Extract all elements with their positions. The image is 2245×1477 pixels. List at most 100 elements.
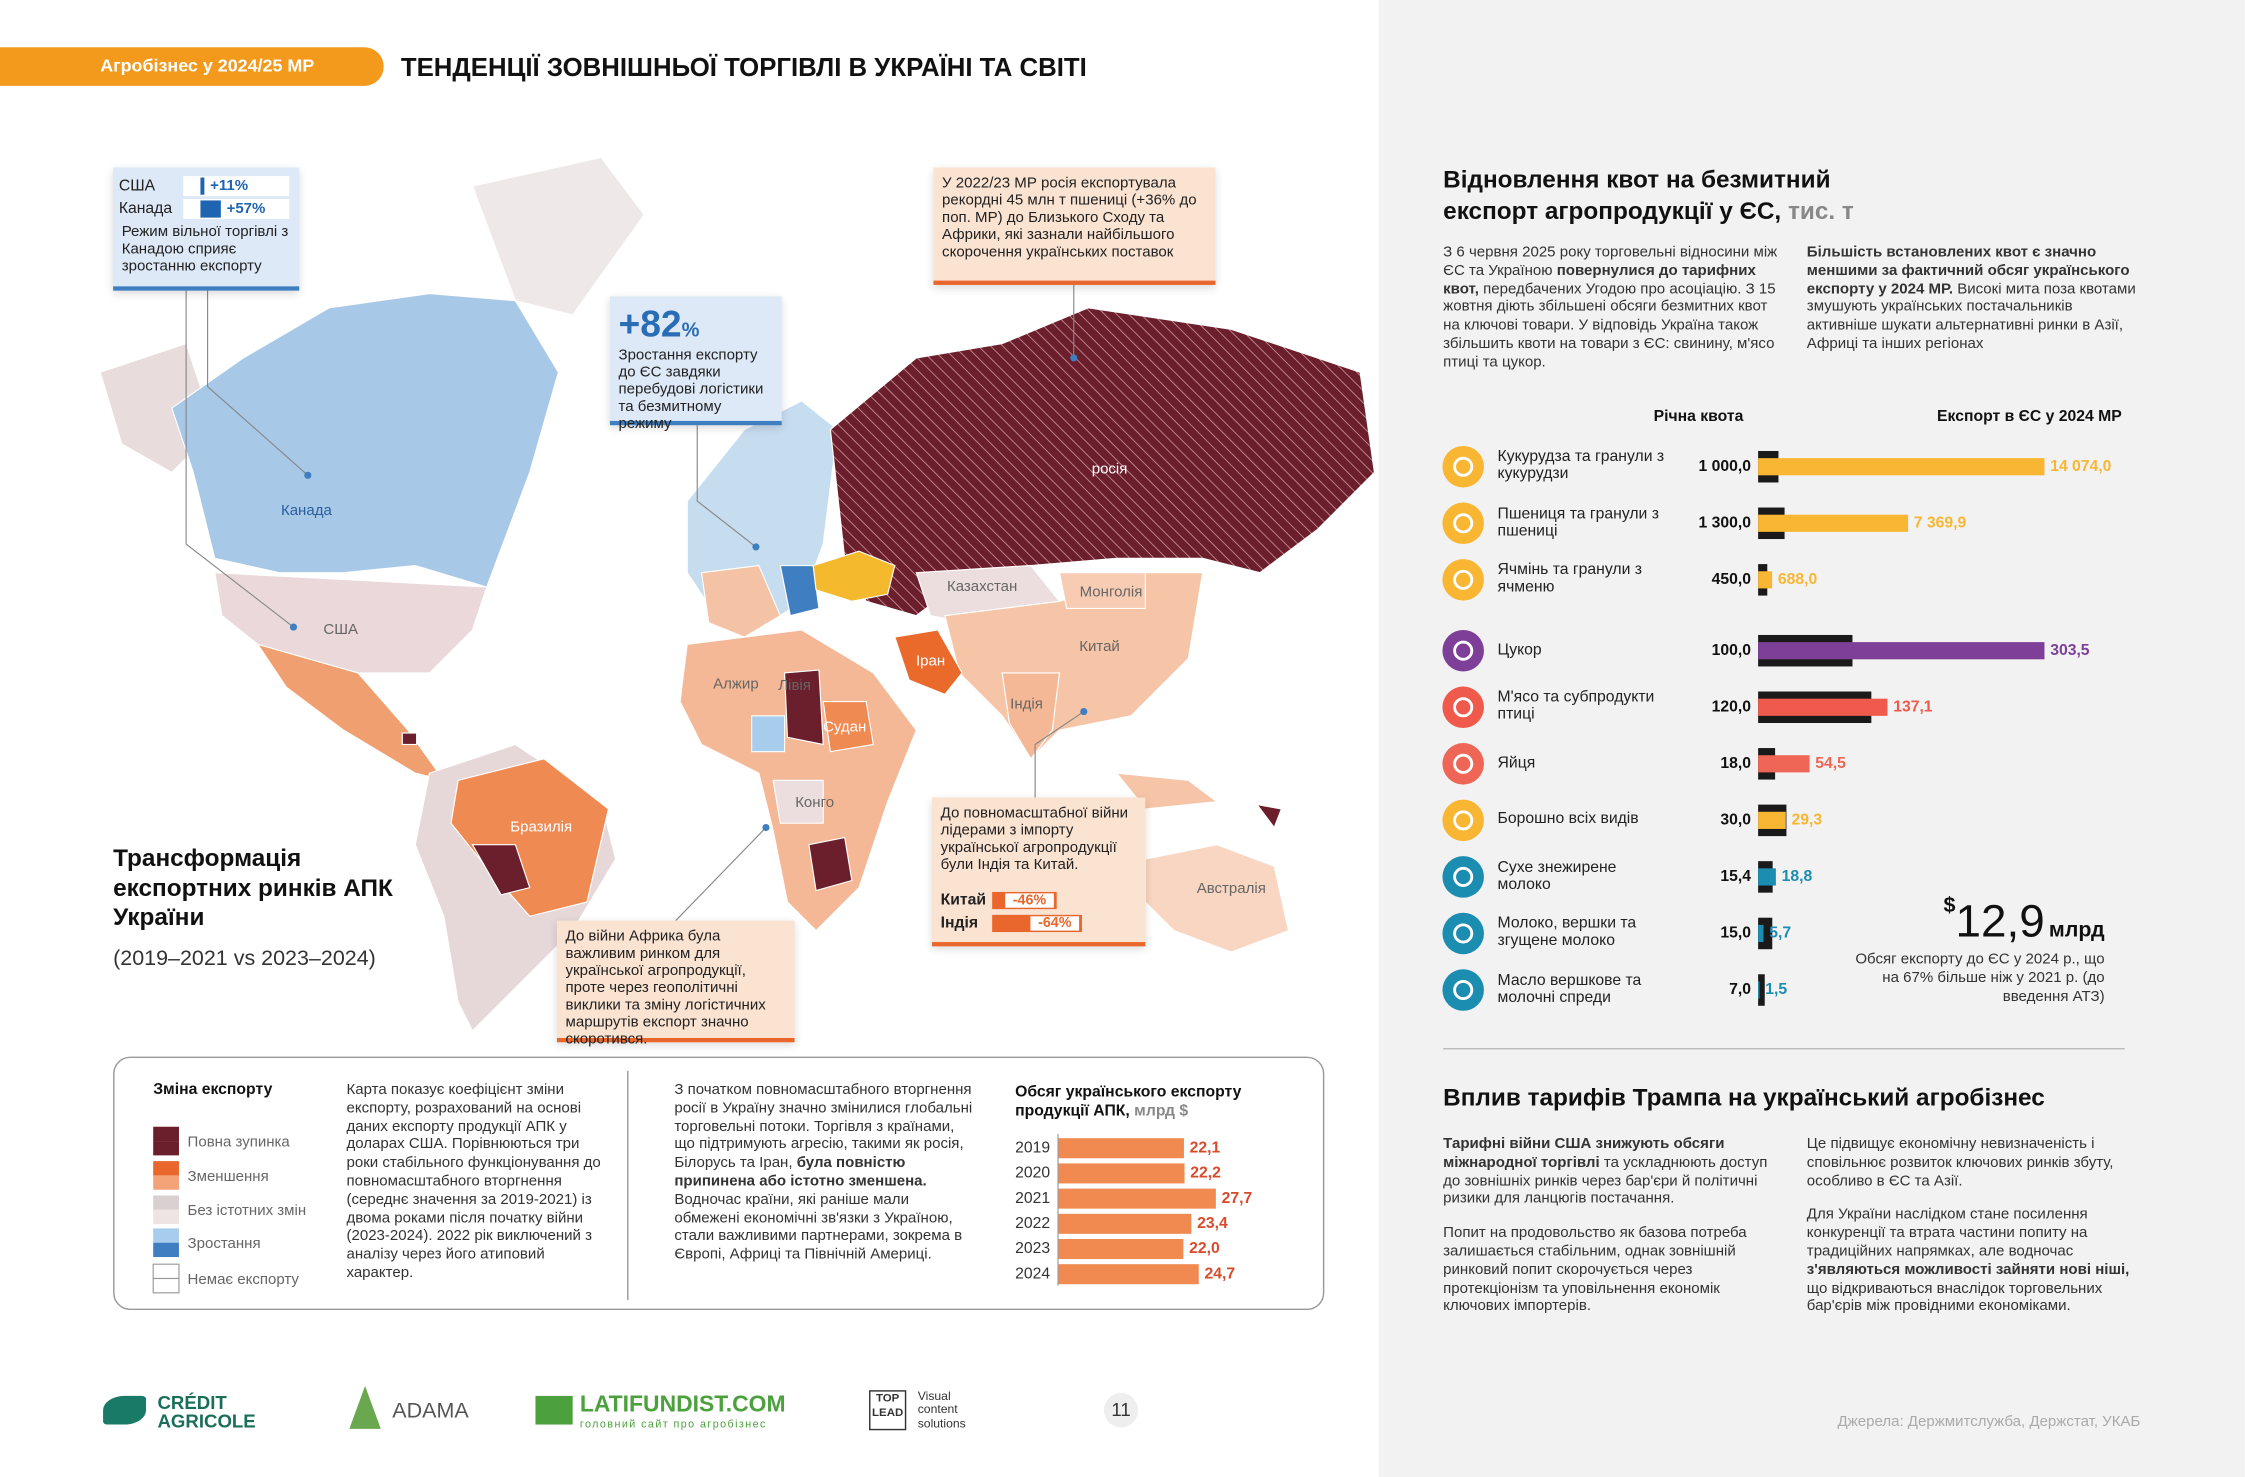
text: Попит на продовольство як базова потреба… bbox=[1443, 1224, 1747, 1315]
item-name: М'ясо та субпродукти птиці bbox=[1497, 689, 1655, 724]
text: Високі мита поза квотами змушують україн… bbox=[1806, 280, 2136, 353]
callout-africa: До війни Африка була важливим ринком для… bbox=[556, 920, 795, 1049]
sources: Джерела: Держмитслужба, Держстат, УКАБ bbox=[1837, 1413, 2141, 1431]
country-label: Алжир bbox=[713, 675, 759, 692]
callout-text: До повномасштабної війни лідерами з імпо… bbox=[940, 804, 1129, 874]
logo-text: Visual bbox=[917, 1388, 951, 1404]
divider bbox=[627, 1070, 629, 1300]
callout-na: Режим вільної торгівлі з Канадою сприяє … bbox=[113, 167, 300, 291]
page-number: 11 bbox=[1103, 1393, 1139, 1428]
note-shift: З початком повномасштабного вторгнення р… bbox=[674, 1081, 978, 1264]
col-export: Експорт в ЄС у 2024 МР bbox=[1937, 408, 2122, 426]
item-name: Яйця bbox=[1497, 754, 1536, 772]
bold-text: була повністю припинена або істотно змен… bbox=[674, 1154, 927, 1190]
countries bbox=[99, 156, 1376, 1032]
text: передбачених Угодою про асоціацію. З 15 … bbox=[1443, 280, 1776, 371]
total-currency: $ bbox=[1943, 893, 1956, 918]
paragraph: Для України наслідком стане посилення ко… bbox=[1807, 1206, 2136, 1316]
logo-text: AGRICOLE bbox=[157, 1410, 256, 1432]
separator bbox=[1443, 1048, 2125, 1050]
legend-box bbox=[113, 1056, 1325, 1311]
paragraph: Це підвищує економічну невизначеність і … bbox=[1807, 1135, 2136, 1190]
quota-title-text: Відновлення квот на безмитний експорт аг… bbox=[1443, 166, 1831, 225]
logo-toplead-sub: Visual content solutions bbox=[917, 1388, 966, 1430]
map-subtitle: (2019–2021 vs 2023–2024) bbox=[113, 946, 376, 971]
country-label: Конго bbox=[795, 794, 834, 811]
item-name: Масло вершкове та молочні спреди bbox=[1497, 972, 1642, 1006]
leader-lines bbox=[185, 282, 1085, 921]
logo-text: solutions bbox=[917, 1415, 966, 1430]
quota-intro-right: Більшість встановлених квот є значно мен… bbox=[1807, 243, 2139, 353]
text: що відкриваються внаслідок торговельних … bbox=[1806, 1279, 2103, 1315]
country-label: Бразилія bbox=[510, 818, 572, 835]
callout-russia: У 2022/23 МР росія експортувала рекордні… bbox=[933, 167, 1216, 285]
bold-text: Тарифні війни США знижують обсяги міжнар… bbox=[1443, 1135, 1725, 1171]
country-label: Судан bbox=[823, 718, 866, 735]
right-panel bbox=[1378, 0, 2245, 1477]
callout-big: +82 bbox=[618, 302, 682, 346]
tariffs-right: Це підвищує економічну невизначеність і … bbox=[1807, 1135, 2136, 1331]
callout-text: Режим вільної торгівлі з Канадою сприяє … bbox=[121, 223, 289, 276]
page-title: ТЕНДЕНЦІЇ ЗОВНІШНЬОЇ ТОРГІВЛІ В УКРАЇНІ … bbox=[400, 52, 1087, 82]
paragraph: Попит на продовольство як базова потреба… bbox=[1443, 1224, 1769, 1316]
item-name: Пшениця та гранули з пшениці bbox=[1497, 505, 1659, 540]
logo-text: content bbox=[917, 1402, 958, 1417]
tariffs-title: Вплив тарифів Трампа на український агро… bbox=[1443, 1083, 2045, 1111]
callout-text: До війни Африка була важливим ринком для… bbox=[565, 927, 766, 1049]
logo-text: TOP bbox=[875, 1391, 900, 1405]
paragraph: Тарифні війни США знижують обсяги міжнар… bbox=[1443, 1135, 1769, 1208]
logo-toplead: TOP LEAD bbox=[869, 1390, 907, 1431]
callout-text: Зростання експорту до ЄС завдяки перебуд… bbox=[618, 346, 764, 433]
text: З початком повномасштабного вторгнення р… bbox=[674, 1080, 973, 1172]
logo-latifundist-sub: головний сайт про агробізнес bbox=[579, 1417, 767, 1431]
callout-asia: До повномасштабної війни лідерами з імпо… bbox=[932, 797, 1146, 947]
logo-ca-mark bbox=[103, 1395, 147, 1425]
country-label: Казахстан bbox=[947, 578, 1017, 595]
text: Це підвищує економічну невизначеність і … bbox=[1806, 1135, 2114, 1190]
logo-ca: CRÉDIT AGRICOLE bbox=[157, 1393, 255, 1430]
tag-bg bbox=[0, 47, 384, 86]
callout-pct: % bbox=[681, 317, 700, 341]
logo-adama-mark bbox=[349, 1385, 381, 1429]
quota-intro-left: З 6 червня 2025 року торговельні відноси… bbox=[1443, 243, 1781, 371]
logo-adama: ADAMA bbox=[392, 1398, 469, 1424]
item-name: Молоко, вершки та згущене молоко bbox=[1497, 915, 1637, 950]
note-method: Карта показує коефіцієнт зміни експорту,… bbox=[346, 1081, 604, 1283]
bold-text: повернулися до тарифних квот, bbox=[1443, 261, 1756, 298]
logo-latifundist: LATIFUNDIST.COM bbox=[579, 1393, 786, 1418]
bold-text: з'являються можливості зайняти нові ніші… bbox=[1806, 1261, 2130, 1279]
callout-eu: +82% Зростання експорту до ЄС завдяки пе… bbox=[609, 296, 782, 433]
world-map: Канада США Бразилія Алжир Лівія Судан Конго Іра… bbox=[99, 156, 1376, 1032]
country-label: Канада bbox=[281, 502, 333, 519]
tariffs-left: Тарифні війни США знижують обсяги міжнар… bbox=[1443, 1135, 1769, 1331]
callout-text: У 2022/23 МР росія експортувала рекордні… bbox=[942, 174, 1197, 261]
total: $12,9 млрд bbox=[1944, 893, 2105, 949]
item-name: Кукурудза та гранули з кукурудзи bbox=[1497, 448, 1665, 483]
item-name: Сухе знежирене молоко bbox=[1497, 858, 1617, 893]
bold-text: Більшість встановлених квот є значно мен… bbox=[1806, 243, 2130, 298]
volume-title-text: Обсяг українського експорту продукції АП… bbox=[1015, 1083, 1242, 1121]
country-label: Лівія bbox=[778, 677, 811, 694]
leader-dots bbox=[289, 354, 1088, 832]
text: Для України наслідком стане посилення ко… bbox=[1806, 1206, 2088, 1260]
logo-text: CRÉDIT bbox=[157, 1391, 227, 1414]
map-title: Трансформація експортних ринків АПК Укра… bbox=[113, 844, 393, 932]
country-label: Індія bbox=[1010, 695, 1043, 712]
item-name: Ячмінь та гранули з ячменю bbox=[1497, 561, 1642, 596]
logo-latifundist-mark bbox=[535, 1395, 573, 1425]
volume-title: Обсяг українського експорту продукції АП… bbox=[1015, 1084, 1287, 1122]
legend-title: Зміна експорту bbox=[153, 1080, 273, 1099]
item-name: Борошно всіх видів bbox=[1497, 810, 1639, 828]
total-unit: млрд bbox=[2048, 917, 2105, 943]
country-label: Іран bbox=[916, 652, 945, 669]
text: та ускладнюють доступ до зовнішніх ринкі… bbox=[1443, 1153, 1768, 1208]
country-label: Китай bbox=[1079, 638, 1120, 655]
country-label: Австралія bbox=[1197, 880, 1266, 897]
total-note: Обсяг експорту до ЄС у 2024 р., що на 67… bbox=[1855, 950, 2105, 1005]
quota-unit: тис. т bbox=[1787, 197, 1854, 225]
item-name: Цукор bbox=[1497, 640, 1542, 659]
text: Водночас країни, які раніше мали обмежен… bbox=[674, 1190, 963, 1264]
volume-unit: млрд $ bbox=[1134, 1102, 1189, 1121]
tag: Агробізнес у 2024/25 МР bbox=[100, 55, 315, 76]
country-label: Монголія bbox=[1080, 584, 1143, 601]
